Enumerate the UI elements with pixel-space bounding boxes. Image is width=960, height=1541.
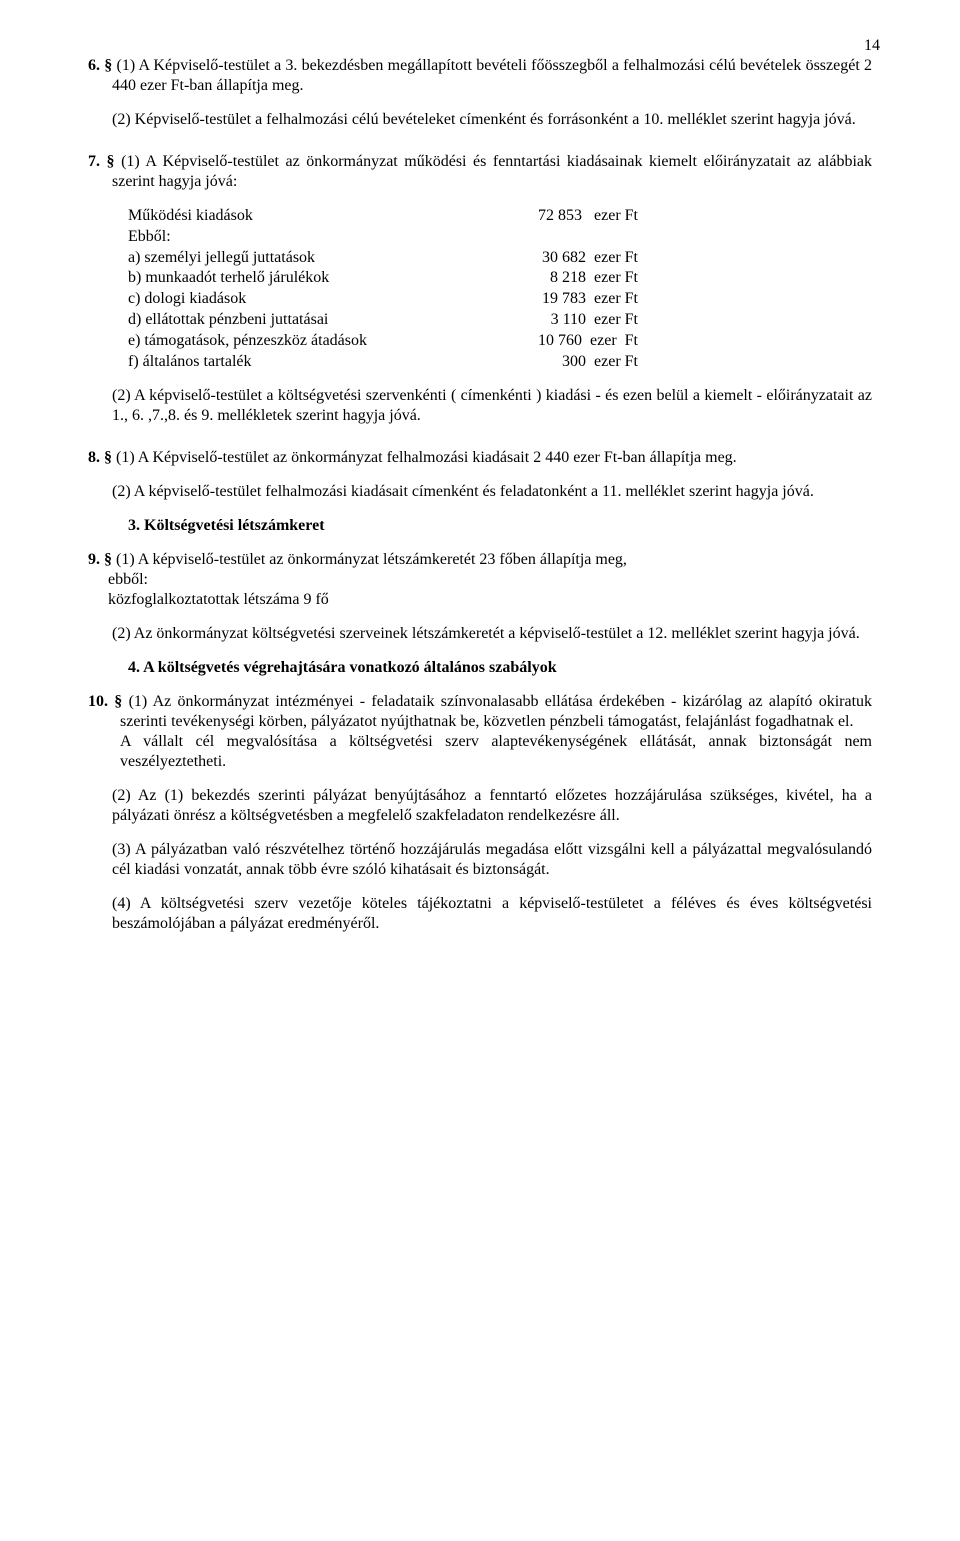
- section-marker-9: 9. §: [88, 551, 112, 568]
- budget-item-value: 3 110 ezer Ft: [458, 310, 638, 331]
- paragraph-8-1: 8. § (1) A Képviselő-testület az önkormá…: [88, 448, 872, 468]
- budget-item-value: [458, 227, 638, 248]
- budget-item-row: Ebből:: [128, 227, 728, 248]
- section-marker-8: 8. §: [88, 449, 112, 466]
- text: (1) A Képviselő-testület a 3. bekezdésbe…: [112, 57, 872, 94]
- paragraph-9-1c: közfoglalkoztatottak létszáma 9 fő: [108, 590, 872, 610]
- paragraph-10-1b: A vállalt cél megvalósítása a költségvet…: [88, 732, 872, 772]
- budget-item-label: d) ellátottak pénzbeni juttatásai: [128, 310, 458, 331]
- budget-item-row: a) személyi jellegű juttatások30 682 eze…: [128, 248, 728, 269]
- page-number: 14: [864, 36, 880, 56]
- paragraph-6-1: 6. § (1) A Képviselő-testület a 3. bekez…: [88, 56, 872, 96]
- text: (1) A Képviselő-testület az önkormányzat…: [116, 449, 737, 466]
- heading-3: 3. Költségvetési létszámkeret: [128, 516, 872, 536]
- budget-item-label: f) általános tartalék: [128, 352, 458, 373]
- paragraph-9-2: (2) Az önkormányzat költségvetési szerve…: [88, 624, 872, 644]
- budget-item-label: e) támogatások, pénzeszköz átadások: [128, 331, 458, 352]
- budget-item-label: b) munkaadót terhelő járulékok: [128, 268, 458, 289]
- budget-item-label: Ebből:: [128, 227, 458, 248]
- paragraph-8-2: (2) A képviselő-testület felhalmozási ki…: [88, 482, 872, 502]
- paragraph-9-1b: ebből:: [108, 570, 872, 590]
- section-marker-6: 6. §: [88, 57, 112, 74]
- paragraph-7-1: 7. § (1) A Képviselő-testület az önkormá…: [88, 152, 872, 192]
- text: (1) A Képviselő-testület az önkormányzat…: [112, 153, 872, 190]
- budget-item-label: a) személyi jellegű juttatások: [128, 248, 458, 269]
- paragraph-9-1: 9. § (1) A képviselő-testület az önkormá…: [88, 550, 872, 610]
- text: (1) Az önkormányzat intézményei - felada…: [120, 693, 872, 730]
- budget-items-list: Működési kiadások72 853 ezer FtEbből:a) …: [128, 206, 728, 372]
- budget-item-value: 10 760 ezer Ft: [458, 331, 638, 352]
- budget-item-row: Működési kiadások72 853 ezer Ft: [128, 206, 728, 227]
- budget-item-value: 300 ezer Ft: [458, 352, 638, 373]
- budget-item-value: 30 682 ezer Ft: [458, 248, 638, 269]
- paragraph-7-2: (2) A képviselő-testület a költségvetési…: [88, 386, 872, 426]
- heading-4: 4. A költségvetés végrehajtására vonatko…: [128, 658, 872, 678]
- budget-item-value: 19 783 ezer Ft: [458, 289, 638, 310]
- budget-item-value: 8 218 ezer Ft: [458, 268, 638, 289]
- section-marker-10: 10. §: [88, 693, 122, 710]
- budget-item-value: 72 853 ezer Ft: [458, 206, 638, 227]
- budget-item-row: f) általános tartalék300 ezer Ft: [128, 352, 728, 373]
- paragraph-10-2: (2) Az (1) bekezdés szerinti pályázat be…: [88, 786, 872, 826]
- budget-item-row: c) dologi kiadások19 783 ezer Ft: [128, 289, 728, 310]
- budget-item-label: c) dologi kiadások: [128, 289, 458, 310]
- document-page: 14 6. § (1) A Képviselő-testület a 3. be…: [0, 0, 960, 1008]
- paragraph-10-3: (3) A pályázatban való részvételhez tört…: [88, 840, 872, 880]
- budget-item-row: d) ellátottak pénzbeni juttatásai3 110 e…: [128, 310, 728, 331]
- budget-item-label: Működési kiadások: [128, 206, 458, 227]
- text: (1) A képviselő-testület az önkormányzat…: [116, 551, 627, 568]
- paragraph-10-4: (4) A költségvetési szerv vezetője kötel…: [88, 894, 872, 934]
- paragraph-10-1: 10. § (1) Az önkormányzat intézményei - …: [88, 692, 872, 732]
- budget-item-row: b) munkaadót terhelő járulékok8 218 ezer…: [128, 268, 728, 289]
- paragraph-6-2: (2) Képviselő-testület a felhalmozási cé…: [88, 110, 872, 130]
- section-marker-7: 7. §: [88, 153, 115, 170]
- budget-item-row: e) támogatások, pénzeszköz átadások10 76…: [128, 331, 728, 352]
